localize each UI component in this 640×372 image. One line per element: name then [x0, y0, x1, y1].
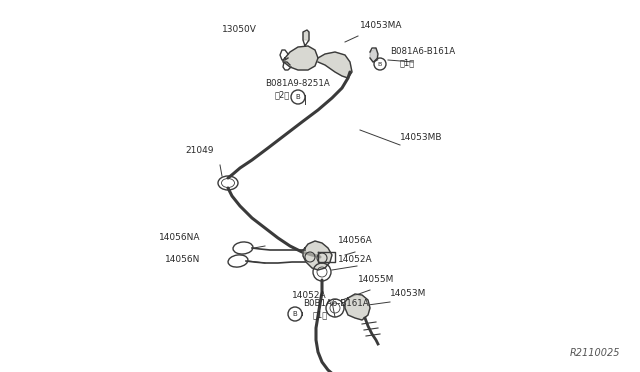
Text: B0B1A6-B161A: B0B1A6-B161A	[303, 299, 369, 308]
Polygon shape	[303, 32, 309, 42]
Text: （1）: （1）	[400, 58, 415, 67]
Polygon shape	[283, 46, 318, 70]
Text: （2）: （2）	[275, 90, 291, 99]
Text: 14056NA: 14056NA	[159, 233, 200, 242]
Polygon shape	[345, 294, 370, 320]
Text: 14056N: 14056N	[164, 255, 200, 264]
Text: 13050V: 13050V	[222, 25, 257, 34]
Text: B: B	[292, 311, 298, 317]
Text: B081A9-8251A: B081A9-8251A	[265, 79, 330, 88]
Text: 14056A: 14056A	[338, 236, 372, 245]
Text: 14053MB: 14053MB	[400, 133, 442, 142]
Text: 14055M: 14055M	[358, 275, 394, 284]
Text: B: B	[296, 94, 300, 100]
Text: B: B	[378, 61, 382, 67]
Text: 21049: 21049	[185, 146, 214, 155]
Text: B081A6-B161A: B081A6-B161A	[390, 47, 455, 56]
Text: 14052A: 14052A	[292, 291, 326, 300]
Text: （1）: （1）	[313, 310, 328, 319]
Text: 14052A: 14052A	[338, 255, 372, 264]
Text: 14053MA: 14053MA	[360, 21, 403, 30]
Text: 14053M: 14053M	[390, 289, 426, 298]
Text: R2110025: R2110025	[570, 348, 620, 358]
Polygon shape	[303, 241, 332, 270]
Polygon shape	[318, 52, 352, 78]
Polygon shape	[370, 48, 378, 62]
